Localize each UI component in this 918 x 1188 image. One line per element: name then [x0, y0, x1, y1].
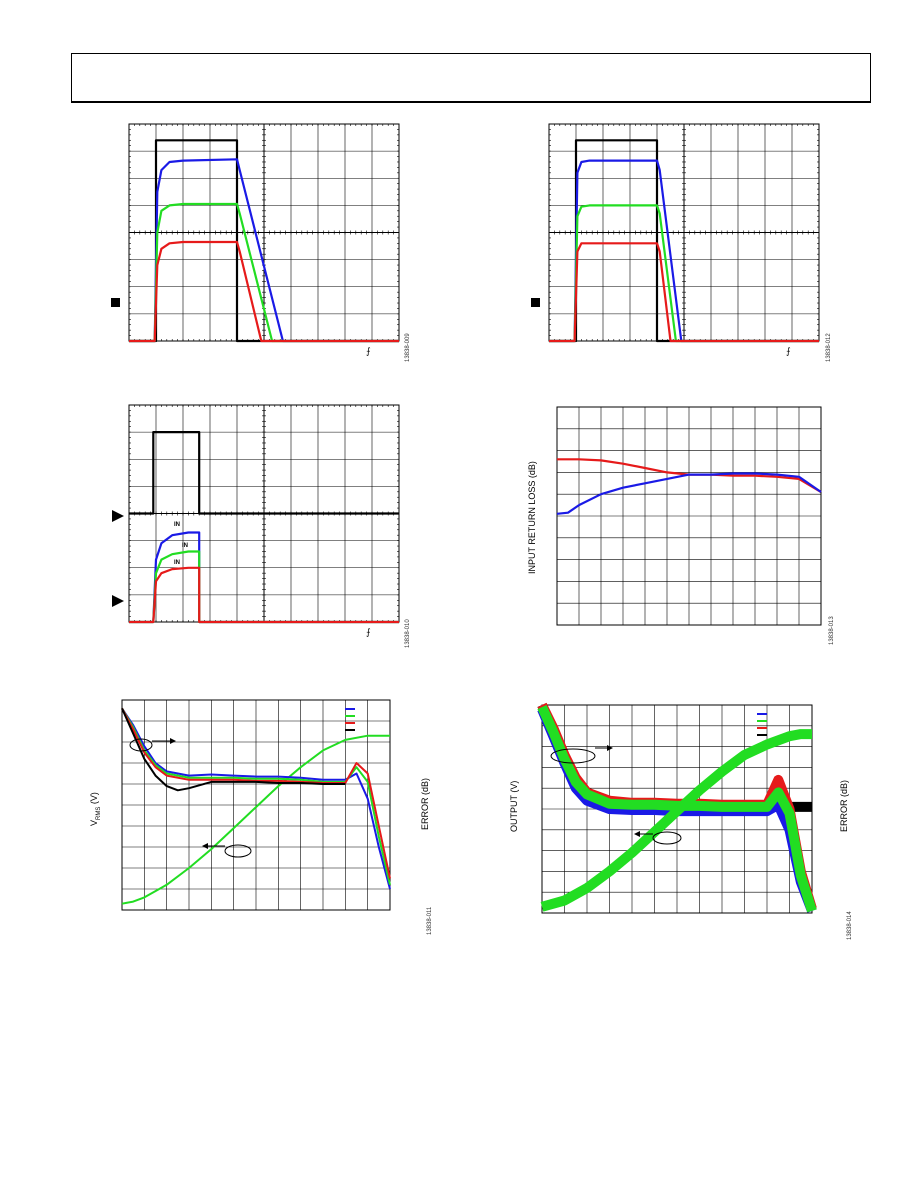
y-axis-label-right: ERROR (dB)	[839, 779, 849, 832]
trigger-symbol: ⨍	[366, 627, 371, 637]
annotation-arrowhead	[634, 831, 640, 837]
annotation-arrowhead	[202, 843, 208, 849]
series-line	[121, 707, 346, 792]
output-error-plot	[537, 702, 817, 914]
scope-plot-top-right	[548, 123, 820, 343]
trace-tag: IN	[174, 522, 180, 528]
channel-arrow-marker	[112, 595, 124, 607]
scope-plot-top-left	[128, 123, 400, 343]
series-line	[121, 707, 391, 890]
series-line	[129, 240, 399, 343]
annotation-ellipse	[550, 748, 596, 764]
return-loss-plot	[556, 406, 822, 626]
trace-tag: IN	[182, 543, 188, 549]
channel-arrow-marker	[112, 510, 124, 522]
page-header-box	[71, 53, 871, 103]
trace-tag: IN	[174, 560, 180, 566]
series-line	[129, 566, 399, 624]
series-line	[121, 734, 390, 905]
series-line	[129, 431, 399, 515]
trigger-symbol: ⨍	[366, 346, 371, 356]
annotation-arrowhead	[607, 745, 613, 751]
vrms-error-plot	[121, 699, 391, 911]
annotation-ellipse	[129, 738, 153, 752]
y-axis-label-left: OUTPUT (V)	[509, 780, 519, 832]
scope-plot-mid-left	[128, 404, 400, 624]
figure-code: 13838-014	[847, 911, 853, 940]
series-line	[556, 472, 822, 515]
series-line	[540, 729, 812, 912]
channel-marker	[111, 298, 120, 307]
trigger-symbol: ⨍	[786, 346, 791, 356]
annotation-arrowhead	[170, 738, 176, 744]
series-line	[121, 707, 391, 886]
annotation-ellipse	[224, 844, 252, 858]
channel-marker	[531, 298, 540, 307]
annotation-ellipse	[652, 831, 682, 845]
series-line	[549, 242, 819, 343]
